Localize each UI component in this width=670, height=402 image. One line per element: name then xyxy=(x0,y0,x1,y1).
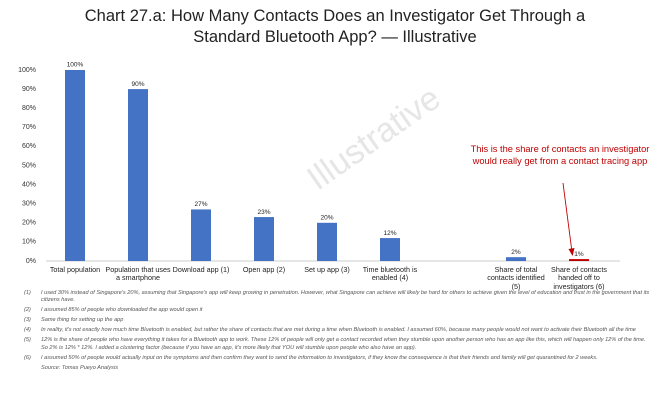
bar xyxy=(317,222,337,261)
value-label: 23% xyxy=(257,209,270,216)
x-tick-label: Share of contacts handed off to investig… xyxy=(551,265,607,291)
value-label: 2% xyxy=(511,249,521,256)
y-tick-label: 10% xyxy=(22,239,36,246)
bar xyxy=(65,70,85,261)
x-tick-label: Time bluetooth is enabled (4) xyxy=(362,265,418,283)
value-label: 1% xyxy=(574,251,584,258)
bar xyxy=(380,238,400,261)
value-label: 100% xyxy=(67,62,84,69)
footnote-marker: (5) xyxy=(24,337,31,344)
y-tick-label: 30% xyxy=(22,201,36,208)
chart-title: Chart 27.a: How Many Contacts Does an In… xyxy=(84,7,586,46)
bar xyxy=(254,217,274,261)
footnote-text: I assumed 50% of people would actually i… xyxy=(41,354,598,361)
y-tick-label: 50% xyxy=(22,162,36,169)
watermark: Illustrative xyxy=(300,79,447,198)
value-label: 90% xyxy=(131,81,144,88)
bar xyxy=(569,259,589,261)
footnote-text: 12% is the share of people who have ever… xyxy=(41,337,646,351)
footnotes: (1) I used 30% instead of Singapore's 20%… xyxy=(24,290,652,372)
footnote-marker: (2) xyxy=(24,307,31,314)
footnote-text: Same thing for setting up the app xyxy=(41,317,124,324)
arrow-head xyxy=(568,248,575,256)
footnote-marker: (6) xyxy=(24,354,31,361)
footnote: (3) Same thing for setting up the app xyxy=(24,317,652,324)
footnote-marker: (4) xyxy=(24,327,31,334)
x-tick-label: Set up app (3) xyxy=(304,265,350,274)
y-tick-label: 80% xyxy=(22,105,36,112)
annotation-arrow xyxy=(562,182,573,253)
bar xyxy=(128,89,148,261)
y-tick-label: 70% xyxy=(22,124,36,131)
footnote: (2) I assumed 85% of people who downloade… xyxy=(24,307,652,314)
footnote-text: I used 30% instead of Singapore's 20%, a… xyxy=(41,290,650,304)
x-tick-label: Download app (1) xyxy=(172,265,230,274)
y-tick-label: 0% xyxy=(26,258,36,265)
y-tick-label: 20% xyxy=(22,220,36,227)
footnote: (6) I assumed 50% of people would actuall… xyxy=(24,355,652,362)
x-tick-label: Open app (2) xyxy=(242,265,286,274)
bar xyxy=(506,257,526,261)
x-tick-label: Share of total contacts identified (5) xyxy=(487,265,545,291)
value-label: 20% xyxy=(320,215,333,222)
value-label: 27% xyxy=(194,201,207,208)
footnote-text: I assumed 85% of people who downloaded t… xyxy=(41,307,203,314)
source: Source: Tomas Pueyo Analysis xyxy=(41,364,119,371)
footnote: (5) 12% is the share of people who have e… xyxy=(24,337,652,352)
footnote-text: In reality, it's not exactly how much ti… xyxy=(41,327,636,334)
y-tick-label: 90% xyxy=(22,86,36,93)
x-tick-label: Population that uses a smartphone xyxy=(105,265,171,283)
annotation: This is the share of contacts an investi… xyxy=(470,144,650,166)
x-tick-label: Total population xyxy=(49,265,101,274)
y-tick-label: 100% xyxy=(18,67,36,74)
value-label: 12% xyxy=(383,230,396,237)
footnote-marker: (1) xyxy=(24,290,31,296)
y-tick-label: 40% xyxy=(22,181,36,188)
bar xyxy=(191,209,211,261)
footnote: (1) I used 30% instead of Singapore's 20%… xyxy=(24,290,652,305)
footnote-marker: (3) xyxy=(24,317,31,324)
footnote: (4) In reality, it's not exactly how much… xyxy=(24,327,652,334)
y-tick-label: 60% xyxy=(22,143,36,150)
